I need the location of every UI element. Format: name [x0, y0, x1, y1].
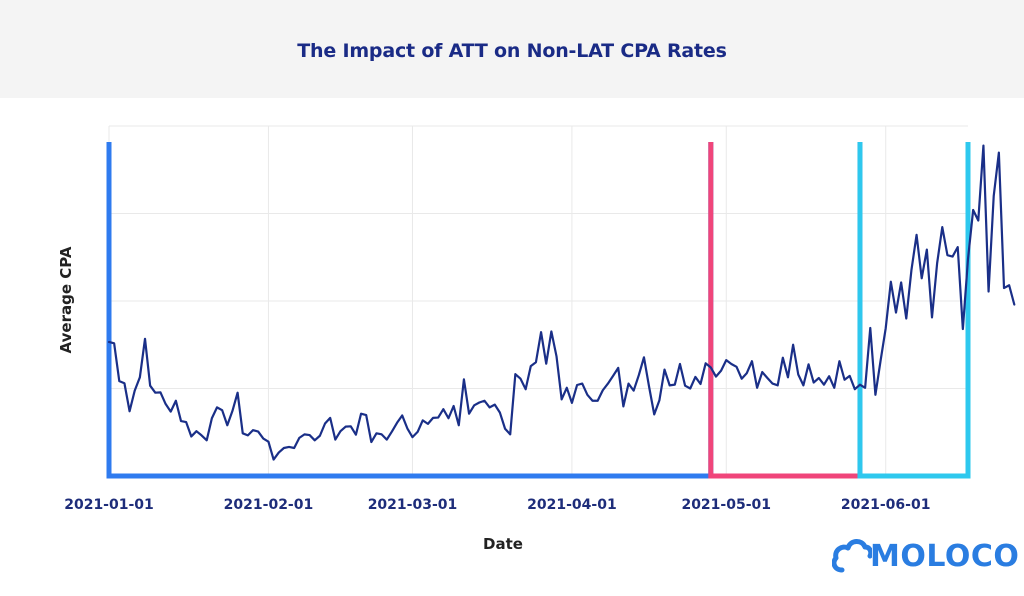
x-tick-label-5: 2021-06-01 [841, 497, 931, 513]
x-tick-label-4: 2021-05-01 [681, 497, 771, 513]
x-tick-label-0: 2021-01-01 [64, 497, 154, 513]
x-axis-title: Date [483, 535, 523, 553]
period-marker-after-att [857, 142, 971, 479]
y-axis-title: Average CPA [57, 246, 75, 353]
x-tick-label-2: 2021-03-01 [368, 497, 458, 513]
period-markers [106, 142, 971, 479]
x-tick-label-1: 2021-02-01 [224, 497, 314, 513]
grid [108, 125, 968, 476]
x-tick-label-3: 2021-04-01 [527, 497, 617, 513]
chart-title: The Impact of ATT on Non-LAT CPA Rates [297, 40, 727, 62]
title-band [0, 0, 1024, 98]
moloco-logo: MOLOCO [832, 532, 1020, 580]
x-ticks: 2021-01-01 2021-02-01 2021-03-01 2021-04-01… [64, 497, 930, 513]
period-marker-att-launch [708, 142, 863, 479]
series-line-0 [107, 144, 1016, 461]
period-marker-before-att [106, 142, 714, 479]
series-group [107, 144, 1016, 461]
logo-text: MOLOCO [870, 539, 1020, 574]
cloud-icon [832, 539, 872, 573]
